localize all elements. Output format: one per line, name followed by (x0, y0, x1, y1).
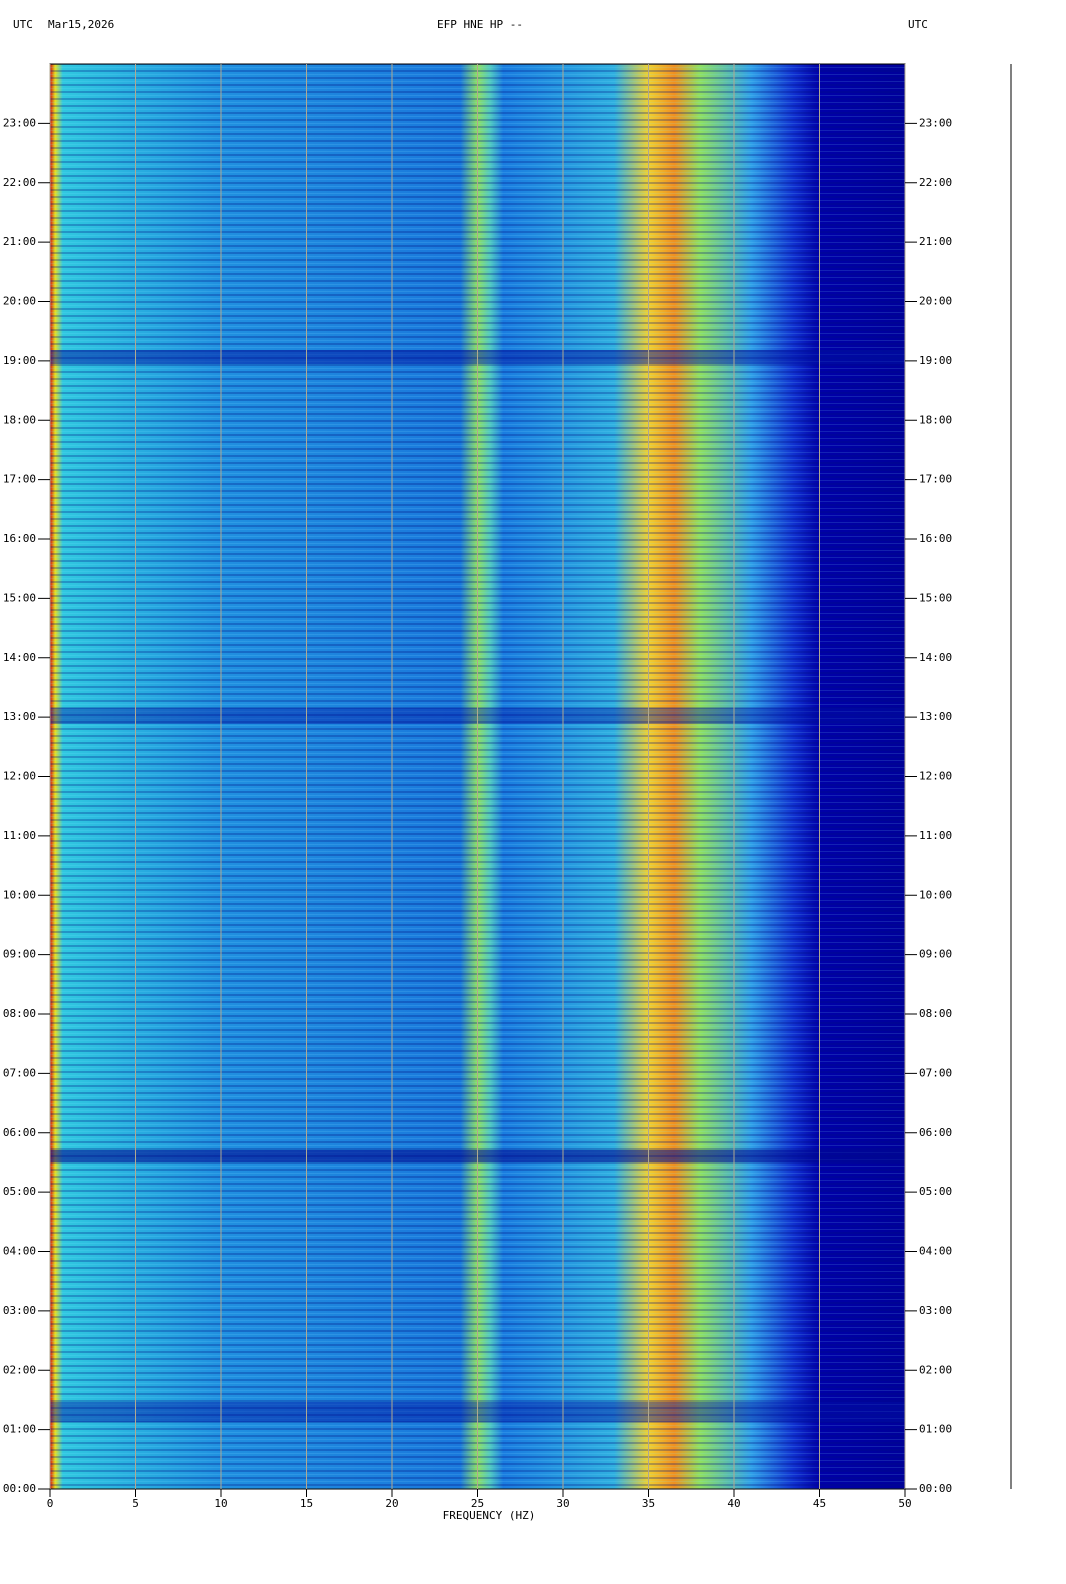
chart-title: EFP HNE HP -- (437, 18, 523, 31)
x-tick-label: 0 (47, 1497, 54, 1510)
y-tick-label: 10:00 (919, 888, 952, 901)
y-tick-label: 04:00 (919, 1245, 952, 1258)
y-tick-label: 20:00 (3, 295, 36, 308)
y-tick-label: 16:00 (919, 532, 952, 545)
y-tick-label: 23:00 (919, 116, 952, 129)
y-tick-label: 05:00 (919, 1185, 952, 1198)
y-tick-label: 00:00 (3, 1482, 36, 1495)
y-tick-label: 23:00 (3, 116, 36, 129)
y-tick-label: 03:00 (919, 1304, 952, 1317)
date: Mar15,2026 (48, 18, 114, 31)
y-tick-label: 19:00 (919, 354, 952, 367)
y-tick-label: 06:00 (3, 1126, 36, 1139)
x-tick-label: 50 (898, 1497, 911, 1510)
y-tick-label: 22:00 (3, 176, 36, 189)
y-tick-label: 14:00 (3, 651, 36, 664)
y-tick-label: 18:00 (3, 413, 36, 426)
y-tick-label: 15:00 (3, 591, 36, 604)
y-tick-label: 17:00 (919, 473, 952, 486)
y-tick-label: 07:00 (3, 1066, 36, 1079)
x-tick-label: 15 (300, 1497, 313, 1510)
y-tick-label: 21:00 (919, 235, 952, 248)
y-tick-label: 08:00 (3, 1007, 36, 1020)
x-tick-label: 25 (471, 1497, 484, 1510)
timezone-label: UTC (13, 18, 33, 31)
x-axis-label: FREQUENCY (HZ) (443, 1509, 536, 1522)
y-tick-label: 18:00 (919, 413, 952, 426)
y-tick-label: 00:00 (919, 1482, 952, 1495)
y-tick-label: 09:00 (3, 948, 36, 961)
y-tick-label: 01:00 (919, 1423, 952, 1436)
timezone-label: UTC (908, 18, 928, 31)
y-tick-label: 03:00 (3, 1304, 36, 1317)
y-tick-label: 04:00 (3, 1245, 36, 1258)
y-tick-label: 01:00 (3, 1423, 36, 1436)
y-tick-label: 11:00 (3, 829, 36, 842)
y-tick-label: 07:00 (919, 1066, 952, 1079)
y-tick-label: 06:00 (919, 1126, 952, 1139)
y-tick-label: 08:00 (919, 1007, 952, 1020)
y-tick-label: 05:00 (3, 1185, 36, 1198)
x-tick-label: 20 (385, 1497, 398, 1510)
x-tick-label: 40 (727, 1497, 740, 1510)
y-tick-label: 10:00 (3, 888, 36, 901)
y-tick-label: 13:00 (919, 710, 952, 723)
x-tick-label: 5 (132, 1497, 139, 1510)
y-tick-label: 17:00 (3, 473, 36, 486)
y-tick-label: 16:00 (3, 532, 36, 545)
y-tick-label: 21:00 (3, 235, 36, 248)
x-tick-label: 30 (556, 1497, 569, 1510)
y-tick-label: 15:00 (919, 591, 952, 604)
y-tick-label: 11:00 (919, 829, 952, 842)
x-tick-label: 10 (214, 1497, 227, 1510)
y-tick-label: 02:00 (919, 1363, 952, 1376)
y-tick-label: 09:00 (919, 948, 952, 961)
x-tick-label: 35 (642, 1497, 655, 1510)
y-tick-label: 12:00 (919, 770, 952, 783)
y-tick-label: 19:00 (3, 354, 36, 367)
x-tick-label: 45 (813, 1497, 826, 1510)
y-tick-label: 12:00 (3, 770, 36, 783)
y-tick-label: 13:00 (3, 710, 36, 723)
y-tick-label: 20:00 (919, 295, 952, 308)
y-tick-label: 14:00 (919, 651, 952, 664)
y-tick-label: 22:00 (919, 176, 952, 189)
y-tick-label: 02:00 (3, 1363, 36, 1376)
